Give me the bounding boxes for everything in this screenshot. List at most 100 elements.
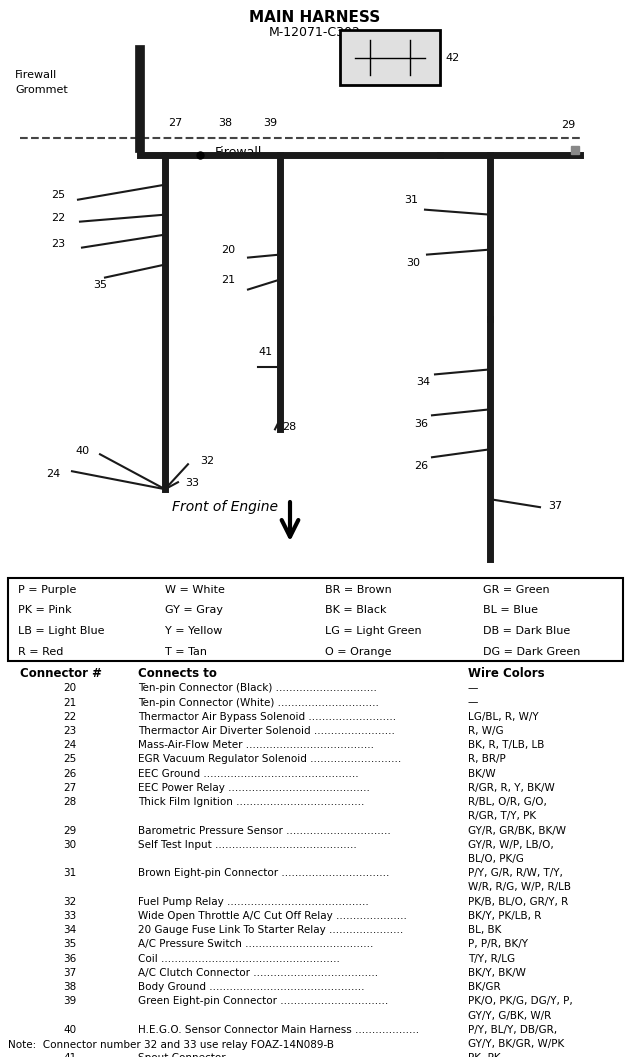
Text: Thermactor Air Diverter Solenoid ........................: Thermactor Air Diverter Solenoid .......… — [138, 726, 395, 736]
Text: BK, R, T/LB, LB: BK, R, T/LB, LB — [468, 740, 545, 750]
Text: Coil .....................................................: Coil ...................................… — [138, 953, 340, 964]
Text: 37: 37 — [548, 501, 562, 512]
Text: Barometric Pressure Sensor ...............................: Barometric Pressure Sensor .............… — [138, 826, 391, 836]
Text: BK/W: BK/W — [468, 768, 495, 779]
Text: 31: 31 — [404, 194, 418, 205]
Text: A/C Pressure Switch ......................................: A/C Pressure Switch ....................… — [138, 940, 374, 949]
Text: —: — — [468, 683, 478, 693]
Text: DB = Dark Blue: DB = Dark Blue — [483, 626, 570, 636]
Text: GY/R, W/P, LB/O,: GY/R, W/P, LB/O, — [468, 840, 554, 850]
Text: GR = Green: GR = Green — [483, 585, 550, 594]
Text: 27: 27 — [63, 783, 76, 793]
Text: R/GR, R, Y, BK/W: R/GR, R, Y, BK/W — [468, 783, 555, 793]
Text: GY = Gray: GY = Gray — [165, 606, 223, 615]
Text: BL, BK: BL, BK — [468, 925, 502, 935]
Text: Mass-Air-Flow Meter ......................................: Mass-Air-Flow Meter ....................… — [138, 740, 374, 750]
Text: Front of Engine: Front of Engine — [172, 500, 278, 514]
Text: 39: 39 — [63, 997, 76, 1006]
Text: BR = Brown: BR = Brown — [325, 585, 392, 594]
Text: 21: 21 — [63, 698, 76, 707]
Text: M-12071-C302: M-12071-C302 — [269, 26, 361, 39]
Text: H.E.G.O. Sensor Connector Main Harness ...................: H.E.G.O. Sensor Connector Main Harness .… — [138, 1024, 419, 1035]
Text: PK/B, BL/O, GR/Y, R: PK/B, BL/O, GR/Y, R — [468, 896, 569, 907]
Text: BL/O, PK/G: BL/O, PK/G — [468, 854, 524, 864]
Text: Firewall: Firewall — [215, 146, 262, 159]
Text: 30: 30 — [64, 840, 76, 850]
Text: 28: 28 — [63, 797, 76, 808]
Text: Firewall: Firewall — [15, 70, 57, 80]
Text: 34: 34 — [63, 925, 76, 935]
Text: Thick Film Ignition ......................................: Thick Film Ignition ....................… — [138, 797, 364, 808]
Text: LB = Light Blue: LB = Light Blue — [18, 626, 105, 636]
Text: LG = Light Green: LG = Light Green — [325, 626, 422, 636]
Text: 29: 29 — [561, 119, 575, 130]
Text: 26: 26 — [414, 461, 428, 471]
Text: 37: 37 — [63, 968, 76, 978]
Text: Connector #: Connector # — [20, 667, 102, 680]
Text: Thermactor Air Bypass Solenoid ..........................: Thermactor Air Bypass Solenoid .........… — [138, 711, 396, 722]
Text: EEC Power Relay ..........................................: EEC Power Relay ........................… — [138, 783, 370, 793]
Text: 33: 33 — [63, 911, 76, 921]
Text: BK/Y, PK/LB, R: BK/Y, PK/LB, R — [468, 911, 541, 921]
Text: 42: 42 — [445, 53, 459, 63]
Text: 36: 36 — [414, 420, 428, 429]
Text: T/Y, R/LG: T/Y, R/LG — [468, 953, 515, 964]
Text: Body Ground ..............................................: Body Ground ............................… — [138, 982, 365, 993]
Text: W/R, R/G, W/P, R/LB: W/R, R/G, W/P, R/LB — [468, 883, 571, 892]
Text: 34: 34 — [416, 377, 430, 387]
Text: Y = Yellow: Y = Yellow — [165, 626, 222, 636]
Text: LG/BL, R, W/Y: LG/BL, R, W/Y — [468, 711, 539, 722]
Text: 31: 31 — [63, 868, 76, 878]
Text: 21: 21 — [221, 275, 235, 284]
Bar — [8, 578, 623, 662]
Text: 32: 32 — [200, 457, 214, 466]
Text: Grommet: Grommet — [15, 85, 68, 95]
Text: Wire Colors: Wire Colors — [468, 667, 545, 680]
Text: 41: 41 — [258, 348, 272, 357]
Text: 32: 32 — [63, 896, 76, 907]
Text: T = Tan: T = Tan — [165, 647, 207, 656]
Text: P, P/R, BK/Y: P, P/R, BK/Y — [468, 940, 528, 949]
Text: R/GR, T/Y, PK: R/GR, T/Y, PK — [468, 812, 536, 821]
Text: A/C Clutch Connector .....................................: A/C Clutch Connector ...................… — [138, 968, 378, 978]
Text: 29: 29 — [63, 826, 76, 836]
Text: R, W/G: R, W/G — [468, 726, 504, 736]
Text: 25: 25 — [63, 755, 76, 764]
Text: 40: 40 — [64, 1024, 76, 1035]
Text: P/Y, BL/Y, DB/GR,: P/Y, BL/Y, DB/GR, — [468, 1024, 557, 1035]
Text: Wide Open Throttle A/C Cut Off Relay .....................: Wide Open Throttle A/C Cut Off Relay ...… — [138, 911, 407, 921]
Text: 20 Gauge Fuse Link To Starter Relay ......................: 20 Gauge Fuse Link To Starter Relay ....… — [138, 925, 403, 935]
Text: Connects to: Connects to — [138, 667, 217, 680]
Text: PK, PK: PK, PK — [468, 1053, 500, 1057]
Bar — [340, 30, 440, 85]
Text: GY/Y, G/BK, W/R: GY/Y, G/BK, W/R — [468, 1010, 551, 1020]
Text: 38: 38 — [218, 117, 232, 128]
Text: 33: 33 — [185, 478, 199, 488]
Text: Self Test Input ..........................................: Self Test Input ........................… — [138, 840, 357, 850]
Text: Ten-pin Connector (White) ..............................: Ten-pin Connector (White) ..............… — [138, 698, 379, 707]
Text: 40: 40 — [76, 446, 90, 457]
Text: R = Red: R = Red — [18, 647, 63, 656]
Text: GY/R, GR/BK, BK/W: GY/R, GR/BK, BK/W — [468, 826, 566, 836]
Text: DG = Dark Green: DG = Dark Green — [483, 647, 581, 656]
Text: 30: 30 — [406, 258, 420, 267]
Text: GY/Y, BK/GR, W/PK: GY/Y, BK/GR, W/PK — [468, 1039, 564, 1049]
Text: 25: 25 — [51, 189, 65, 200]
Text: 36: 36 — [63, 953, 76, 964]
Text: Spout Connector ..........................................: Spout Connector ........................… — [138, 1053, 370, 1057]
Text: 24: 24 — [63, 740, 76, 750]
Text: 39: 39 — [263, 117, 277, 128]
Text: W = White: W = White — [165, 585, 225, 594]
Text: BL = Blue: BL = Blue — [483, 606, 538, 615]
Text: 26: 26 — [63, 768, 76, 779]
Text: P = Purple: P = Purple — [18, 585, 76, 594]
Text: 22: 22 — [50, 212, 65, 223]
Text: O = Orange: O = Orange — [325, 647, 391, 656]
Text: MAIN HARNESS: MAIN HARNESS — [249, 10, 380, 25]
Text: EEC Ground ..............................................: EEC Ground .............................… — [138, 768, 358, 779]
Text: 22: 22 — [63, 711, 76, 722]
Text: EGR Vacuum Regulator Solenoid ...........................: EGR Vacuum Regulator Solenoid ..........… — [138, 755, 401, 764]
Text: 23: 23 — [63, 726, 76, 736]
Text: PK = Pink: PK = Pink — [18, 606, 72, 615]
Text: PK/O, PK/G, DG/Y, P,: PK/O, PK/G, DG/Y, P, — [468, 997, 573, 1006]
